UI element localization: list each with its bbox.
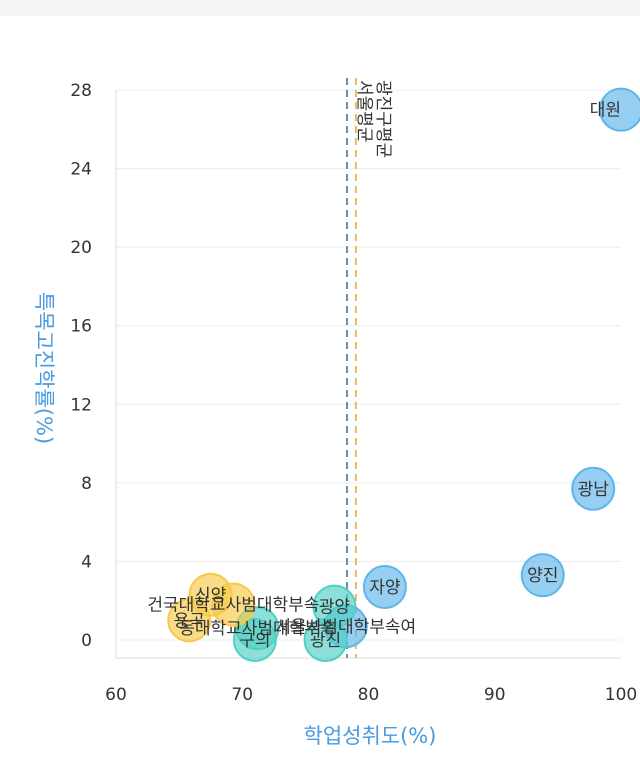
y-tick-label: 20 (70, 238, 92, 258)
bubble (211, 582, 256, 627)
top-bar (0, 0, 640, 16)
bubble (362, 564, 407, 609)
bubble (571, 466, 616, 511)
bubble-label: 광진 (310, 631, 341, 651)
x-tick-label: 60 (105, 685, 127, 705)
bubble (599, 87, 640, 132)
bubbles (167, 87, 640, 662)
y-tick-label: 24 (70, 160, 92, 180)
x-tick-label: 90 (484, 685, 506, 705)
bubble-label: 서울사범대학부속여 (275, 617, 416, 637)
y-tick-label: 28 (70, 81, 92, 101)
x-axis-title: 학업성취도(%) (304, 724, 437, 748)
bubble-label: 신양 (195, 586, 226, 606)
bubble-label: 대원 (590, 101, 621, 121)
y-tick-label: 16 (70, 317, 92, 337)
bubble (167, 598, 212, 643)
bubble-label: 양진 (527, 566, 558, 586)
bubble-label: 동대학교사범대학부속 (179, 619, 335, 639)
bubble-label: 용곡 (174, 611, 205, 631)
y-tick-label: 0 (81, 631, 92, 651)
x-tick-label: 80 (358, 685, 380, 705)
x-tick-labels: 60 70 80 90 100 (105, 685, 637, 705)
grid (115, 89, 621, 659)
reference-line-label: 광진구평균 (373, 80, 393, 158)
y-tick-label: 12 (70, 395, 92, 415)
reference-line-label: 서울평균 (354, 80, 374, 143)
bubble-label: 광남 (578, 480, 610, 500)
y-tick-labels: 0 4 8 12 16 20 24 28 (70, 81, 92, 651)
x-tick-label: 70 (231, 685, 253, 705)
bubble-label: 자양 (369, 578, 400, 598)
y-tick-label: 4 (81, 552, 92, 572)
y-tick-label: 8 (81, 474, 92, 494)
bubble-label: 광양 (319, 598, 350, 618)
y-axis-title: 특목고진학률(%) (32, 292, 56, 444)
bubble (303, 618, 348, 662)
x-tick-label: 100 (605, 685, 637, 705)
bubble-label: 건국대학교사범대학부속 (147, 596, 319, 616)
bubble-label: 구의 (239, 631, 270, 651)
bubble (520, 553, 565, 598)
